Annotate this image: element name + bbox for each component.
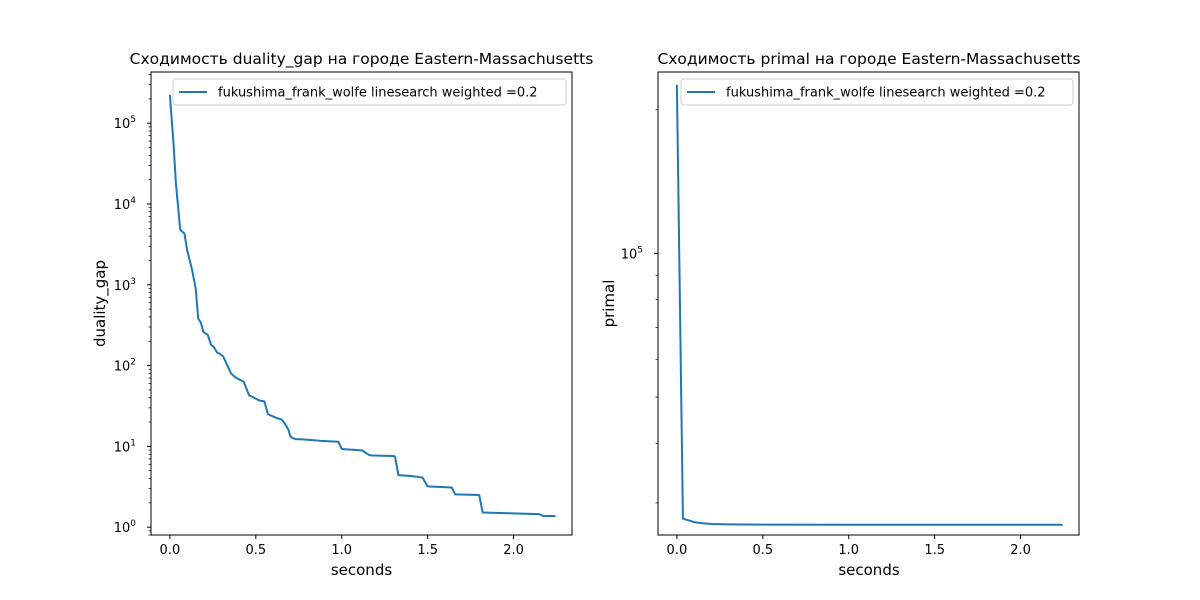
y-tick-label: 103	[114, 277, 136, 294]
x-tick-label: 1.0	[331, 543, 352, 558]
y-tick-label: 100	[114, 519, 137, 536]
y-tick-label: 101	[114, 438, 136, 455]
legend-label: fukushima_frank_wolfe linesearch weighte…	[218, 86, 538, 101]
y-tick-label: 104	[114, 196, 137, 213]
y-tick-label: 105	[621, 245, 643, 262]
y-axis-label: primal	[600, 280, 618, 328]
primal-chart: Сходимость primal на городе Eastern-Mass…	[600, 50, 1081, 579]
x-tick-label: 1.5	[417, 543, 438, 558]
y-tick-exponent: 0	[130, 519, 136, 529]
y-tick-label: 105	[114, 115, 136, 132]
y-tick-exponent: 1	[130, 438, 136, 448]
x-tick-label: 2.0	[1010, 543, 1031, 558]
legend-box	[172, 78, 567, 106]
y-tick-exponent: 5	[637, 245, 643, 255]
y-tick-exponent: 2	[130, 358, 136, 368]
legend-box	[680, 78, 1074, 106]
chart-title: Сходимость duality_gap на городе Eastern…	[130, 50, 594, 69]
y-tick-exponent: 4	[130, 196, 136, 206]
legend-label: fukushima_frank_wolfe linesearch weighte…	[726, 86, 1046, 101]
chart-title: Сходимость primal на городе Eastern-Mass…	[657, 50, 1080, 68]
y-tick-label: 102	[114, 358, 136, 375]
x-axis-label: seconds	[331, 561, 392, 579]
legend: fukushima_frank_wolfe linesearch weighte…	[172, 78, 567, 106]
x-tick-label: 0.5	[245, 543, 266, 558]
x-tick-label: 0.5	[752, 543, 773, 558]
x-tick-label: 0.0	[667, 543, 688, 558]
y-tick-exponent: 3	[130, 277, 136, 287]
x-axis-label: seconds	[838, 561, 899, 579]
y-axis-label: duality_gap	[91, 260, 110, 347]
legend: fukushima_frank_wolfe linesearch weighte…	[680, 78, 1074, 106]
duality-gap-chart: Сходимость duality_gap на городе Eastern…	[91, 50, 593, 579]
series-line	[168, 94, 556, 518]
x-tick-label: 0.0	[160, 543, 181, 558]
y-tick-exponent: 5	[130, 115, 136, 125]
x-tick-label: 1.5	[924, 543, 945, 558]
plot-area-frame	[150, 71, 573, 536]
plot-area-frame	[657, 71, 1080, 536]
x-tick-label: 2.0	[503, 543, 524, 558]
series-line	[675, 84, 1063, 526]
x-tick-label: 1.0	[838, 543, 859, 558]
